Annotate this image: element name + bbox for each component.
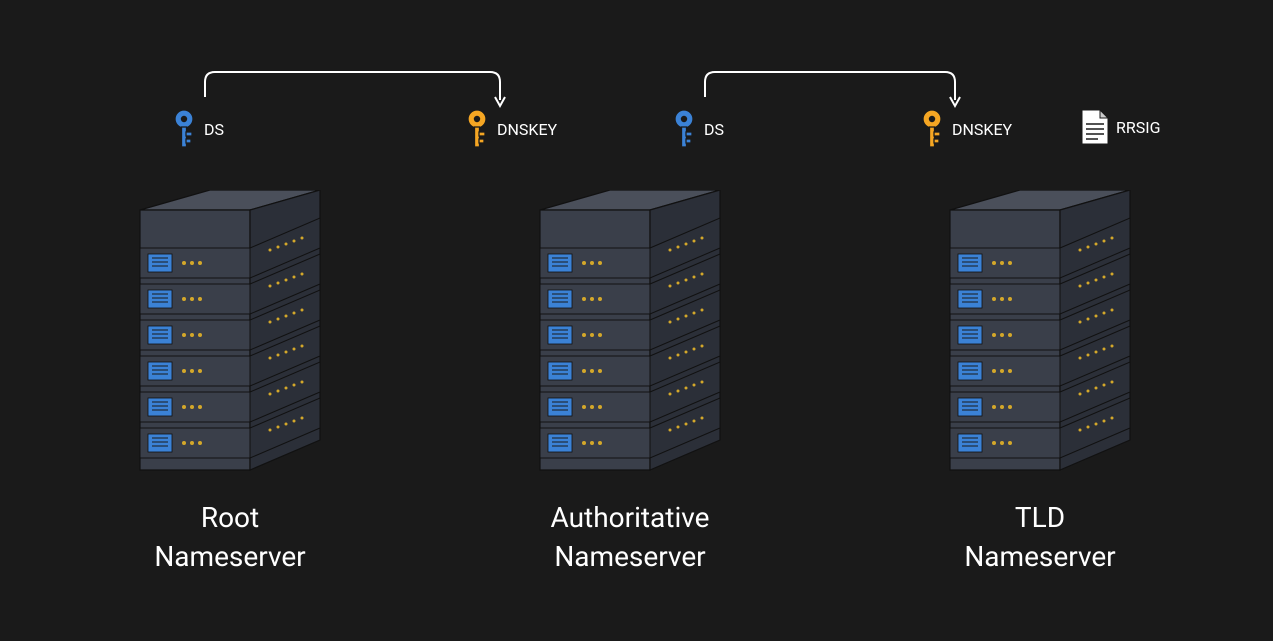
- dnssec-diagram: DS DNSKEY DS DNSKEY: [0, 0, 1273, 641]
- server-label-root: Root Nameserver: [120, 498, 340, 576]
- server-root: Root Nameserver: [120, 190, 340, 576]
- record-label-ds2: DS: [704, 120, 724, 139]
- record-label-dnskey1: DNSKEY: [497, 120, 557, 139]
- record-ds2: DS: [670, 108, 724, 150]
- key-icon: [463, 108, 491, 150]
- server-icon: [120, 190, 340, 480]
- key-icon: [918, 108, 946, 150]
- server-icon: [520, 190, 740, 480]
- record-dnskey2: DNSKEY: [918, 108, 1012, 150]
- server-label-tld: TLD Nameserver: [930, 498, 1150, 576]
- record-rrsig: RRSIG: [1080, 108, 1160, 146]
- record-dnskey1: DNSKEY: [463, 108, 557, 150]
- arrow-ds2-to-dnskey2: [705, 72, 955, 100]
- key-icon: [670, 108, 698, 150]
- record-label-ds1: DS: [204, 120, 224, 139]
- arrow-ds1-to-dnskey1: [205, 72, 500, 100]
- key-icon: [170, 108, 198, 150]
- server-label-auth: Authoritative Nameserver: [520, 498, 740, 576]
- server-tld: TLD Nameserver: [930, 190, 1150, 576]
- server-auth: Authoritative Nameserver: [520, 190, 740, 576]
- record-label-rrsig: RRSIG: [1116, 118, 1160, 137]
- record-label-dnskey2: DNSKEY: [952, 120, 1012, 139]
- record-ds1: DS: [170, 108, 224, 150]
- document-icon: [1080, 108, 1110, 146]
- server-icon: [930, 190, 1150, 480]
